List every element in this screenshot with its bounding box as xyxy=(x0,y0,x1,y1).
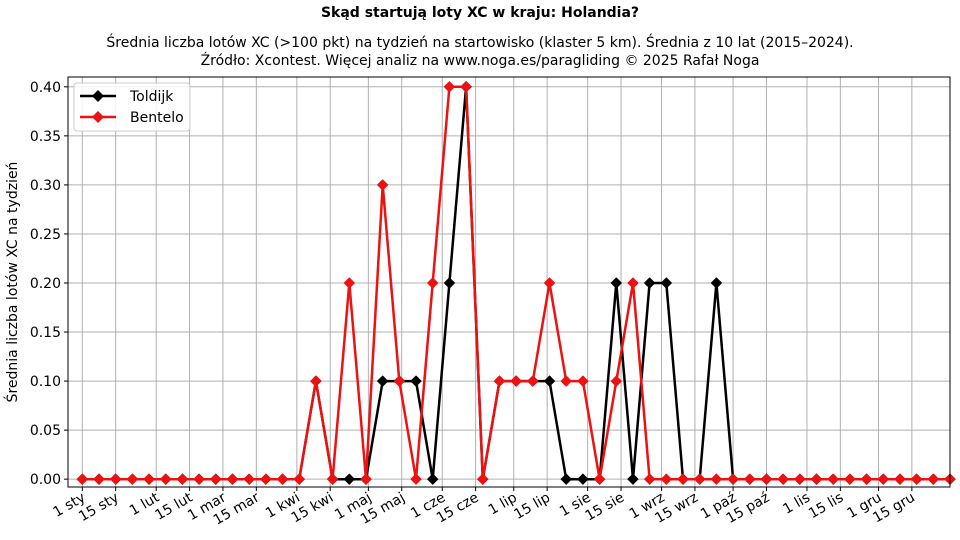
data-point-bentelo xyxy=(810,473,823,486)
data-point-bentelo xyxy=(410,473,422,486)
data-point-bentelo xyxy=(143,473,155,486)
data-point-bentelo xyxy=(693,473,706,486)
data-point-bentelo xyxy=(643,473,656,486)
x-tick-label: 15 lis xyxy=(806,490,846,523)
data-point-bentelo xyxy=(510,375,523,387)
data-point-bentelo xyxy=(910,473,923,486)
data-point-bentelo xyxy=(159,473,172,486)
data-point-toldijk xyxy=(560,473,573,486)
data-point-bentelo xyxy=(276,473,289,486)
legend-label-toldijk: Toldijk xyxy=(129,89,174,105)
legend-marker-bentelo xyxy=(92,111,104,123)
data-point-bentelo xyxy=(209,473,222,486)
data-point-toldijk xyxy=(410,375,422,387)
data-point-bentelo xyxy=(927,473,940,486)
data-point-bentelo xyxy=(376,179,389,191)
data-point-toldijk xyxy=(610,277,623,289)
data-point-bentelo xyxy=(93,473,105,486)
data-point-toldijk xyxy=(443,277,456,289)
y-tick-label: 0.15 xyxy=(30,325,61,341)
data-point-bentelo xyxy=(577,375,589,387)
y-tick-label: 0.35 xyxy=(30,129,61,145)
legend-label-bentelo: Bentelo xyxy=(130,110,184,126)
data-point-bentelo xyxy=(727,473,739,486)
chart-title: Skąd startują loty XC w kraju: Holandia? xyxy=(321,5,639,21)
y-tick-label: 0.05 xyxy=(30,423,61,439)
y-tick-label: 0.20 xyxy=(30,276,61,292)
data-point-bentelo xyxy=(827,473,840,486)
chart-subtitle-line-2: Źródło: Xcontest. Więcej analiz na www.n… xyxy=(201,51,760,69)
data-point-bentelo xyxy=(193,473,205,486)
data-point-bentelo xyxy=(710,473,723,486)
plot-area-frame xyxy=(67,76,951,488)
data-point-toldijk xyxy=(627,473,639,486)
y-tick-label: 0.25 xyxy=(30,227,61,243)
y-tick-label: 0.00 xyxy=(30,472,61,488)
chart-subtitle-line-1: Średnia liczba lotów XC (>100 pkt) na ty… xyxy=(106,33,853,51)
data-point-bentelo xyxy=(443,80,456,93)
data-point-bentelo xyxy=(260,473,272,486)
legend: Toldijk Bentelo xyxy=(73,82,191,132)
data-point-bentelo xyxy=(543,277,556,289)
data-point-bentelo xyxy=(460,80,472,93)
legend-marker-toldijk xyxy=(92,90,104,102)
data-point-bentelo xyxy=(793,473,806,486)
data-point-bentelo xyxy=(176,473,189,486)
data-point-toldijk xyxy=(643,277,656,289)
y-tick-label: 0.10 xyxy=(30,374,61,390)
data-point-bentelo xyxy=(627,277,639,289)
series-layer xyxy=(76,80,956,486)
data-point-bentelo xyxy=(526,375,539,387)
data-point-bentelo xyxy=(860,473,873,486)
data-point-bentelo xyxy=(560,375,573,387)
data-point-bentelo xyxy=(877,473,890,486)
data-point-bentelo xyxy=(293,473,306,486)
data-point-bentelo xyxy=(109,473,122,486)
data-point-bentelo xyxy=(243,473,256,486)
data-point-bentelo xyxy=(360,473,372,486)
data-point-toldijk xyxy=(426,473,439,486)
data-point-bentelo xyxy=(677,473,689,486)
data-point-toldijk xyxy=(660,277,673,289)
data-point-bentelo xyxy=(777,473,789,486)
data-point-bentelo xyxy=(126,473,139,486)
data-point-bentelo xyxy=(393,375,406,387)
y-tick-label: 0.30 xyxy=(30,178,61,194)
y-axis-label: Średnia liczba lotów XC na tydzień xyxy=(3,162,21,403)
y-axis: 0.00 0.05 0.10 0.15 0.20 0.25 0.30 0.35 0.40 xyxy=(30,80,68,488)
data-point-bentelo xyxy=(310,375,322,387)
data-point-toldijk xyxy=(710,277,723,289)
data-point-bentelo xyxy=(660,473,673,486)
x-tick-label: 15 sie xyxy=(583,490,627,525)
data-point-toldijk xyxy=(376,375,389,387)
data-point-bentelo xyxy=(610,375,623,387)
data-point-toldijk xyxy=(343,473,356,486)
data-point-toldijk xyxy=(577,473,589,486)
grid-lines xyxy=(68,77,950,487)
data-point-bentelo xyxy=(743,473,756,486)
y-tick-label: 0.40 xyxy=(30,80,61,96)
data-point-bentelo xyxy=(326,473,339,486)
data-point-bentelo xyxy=(844,473,856,486)
x-tick-label: 15 lip xyxy=(511,490,553,523)
data-point-bentelo xyxy=(493,375,506,387)
data-point-toldijk xyxy=(543,375,556,387)
data-point-bentelo xyxy=(593,473,606,486)
data-point-bentelo xyxy=(476,473,489,486)
data-point-bentelo xyxy=(76,473,89,486)
data-point-bentelo xyxy=(894,473,906,486)
data-point-bentelo xyxy=(226,473,239,486)
data-point-bentelo xyxy=(343,277,356,289)
data-point-bentelo xyxy=(426,277,439,289)
data-point-bentelo xyxy=(760,473,773,486)
